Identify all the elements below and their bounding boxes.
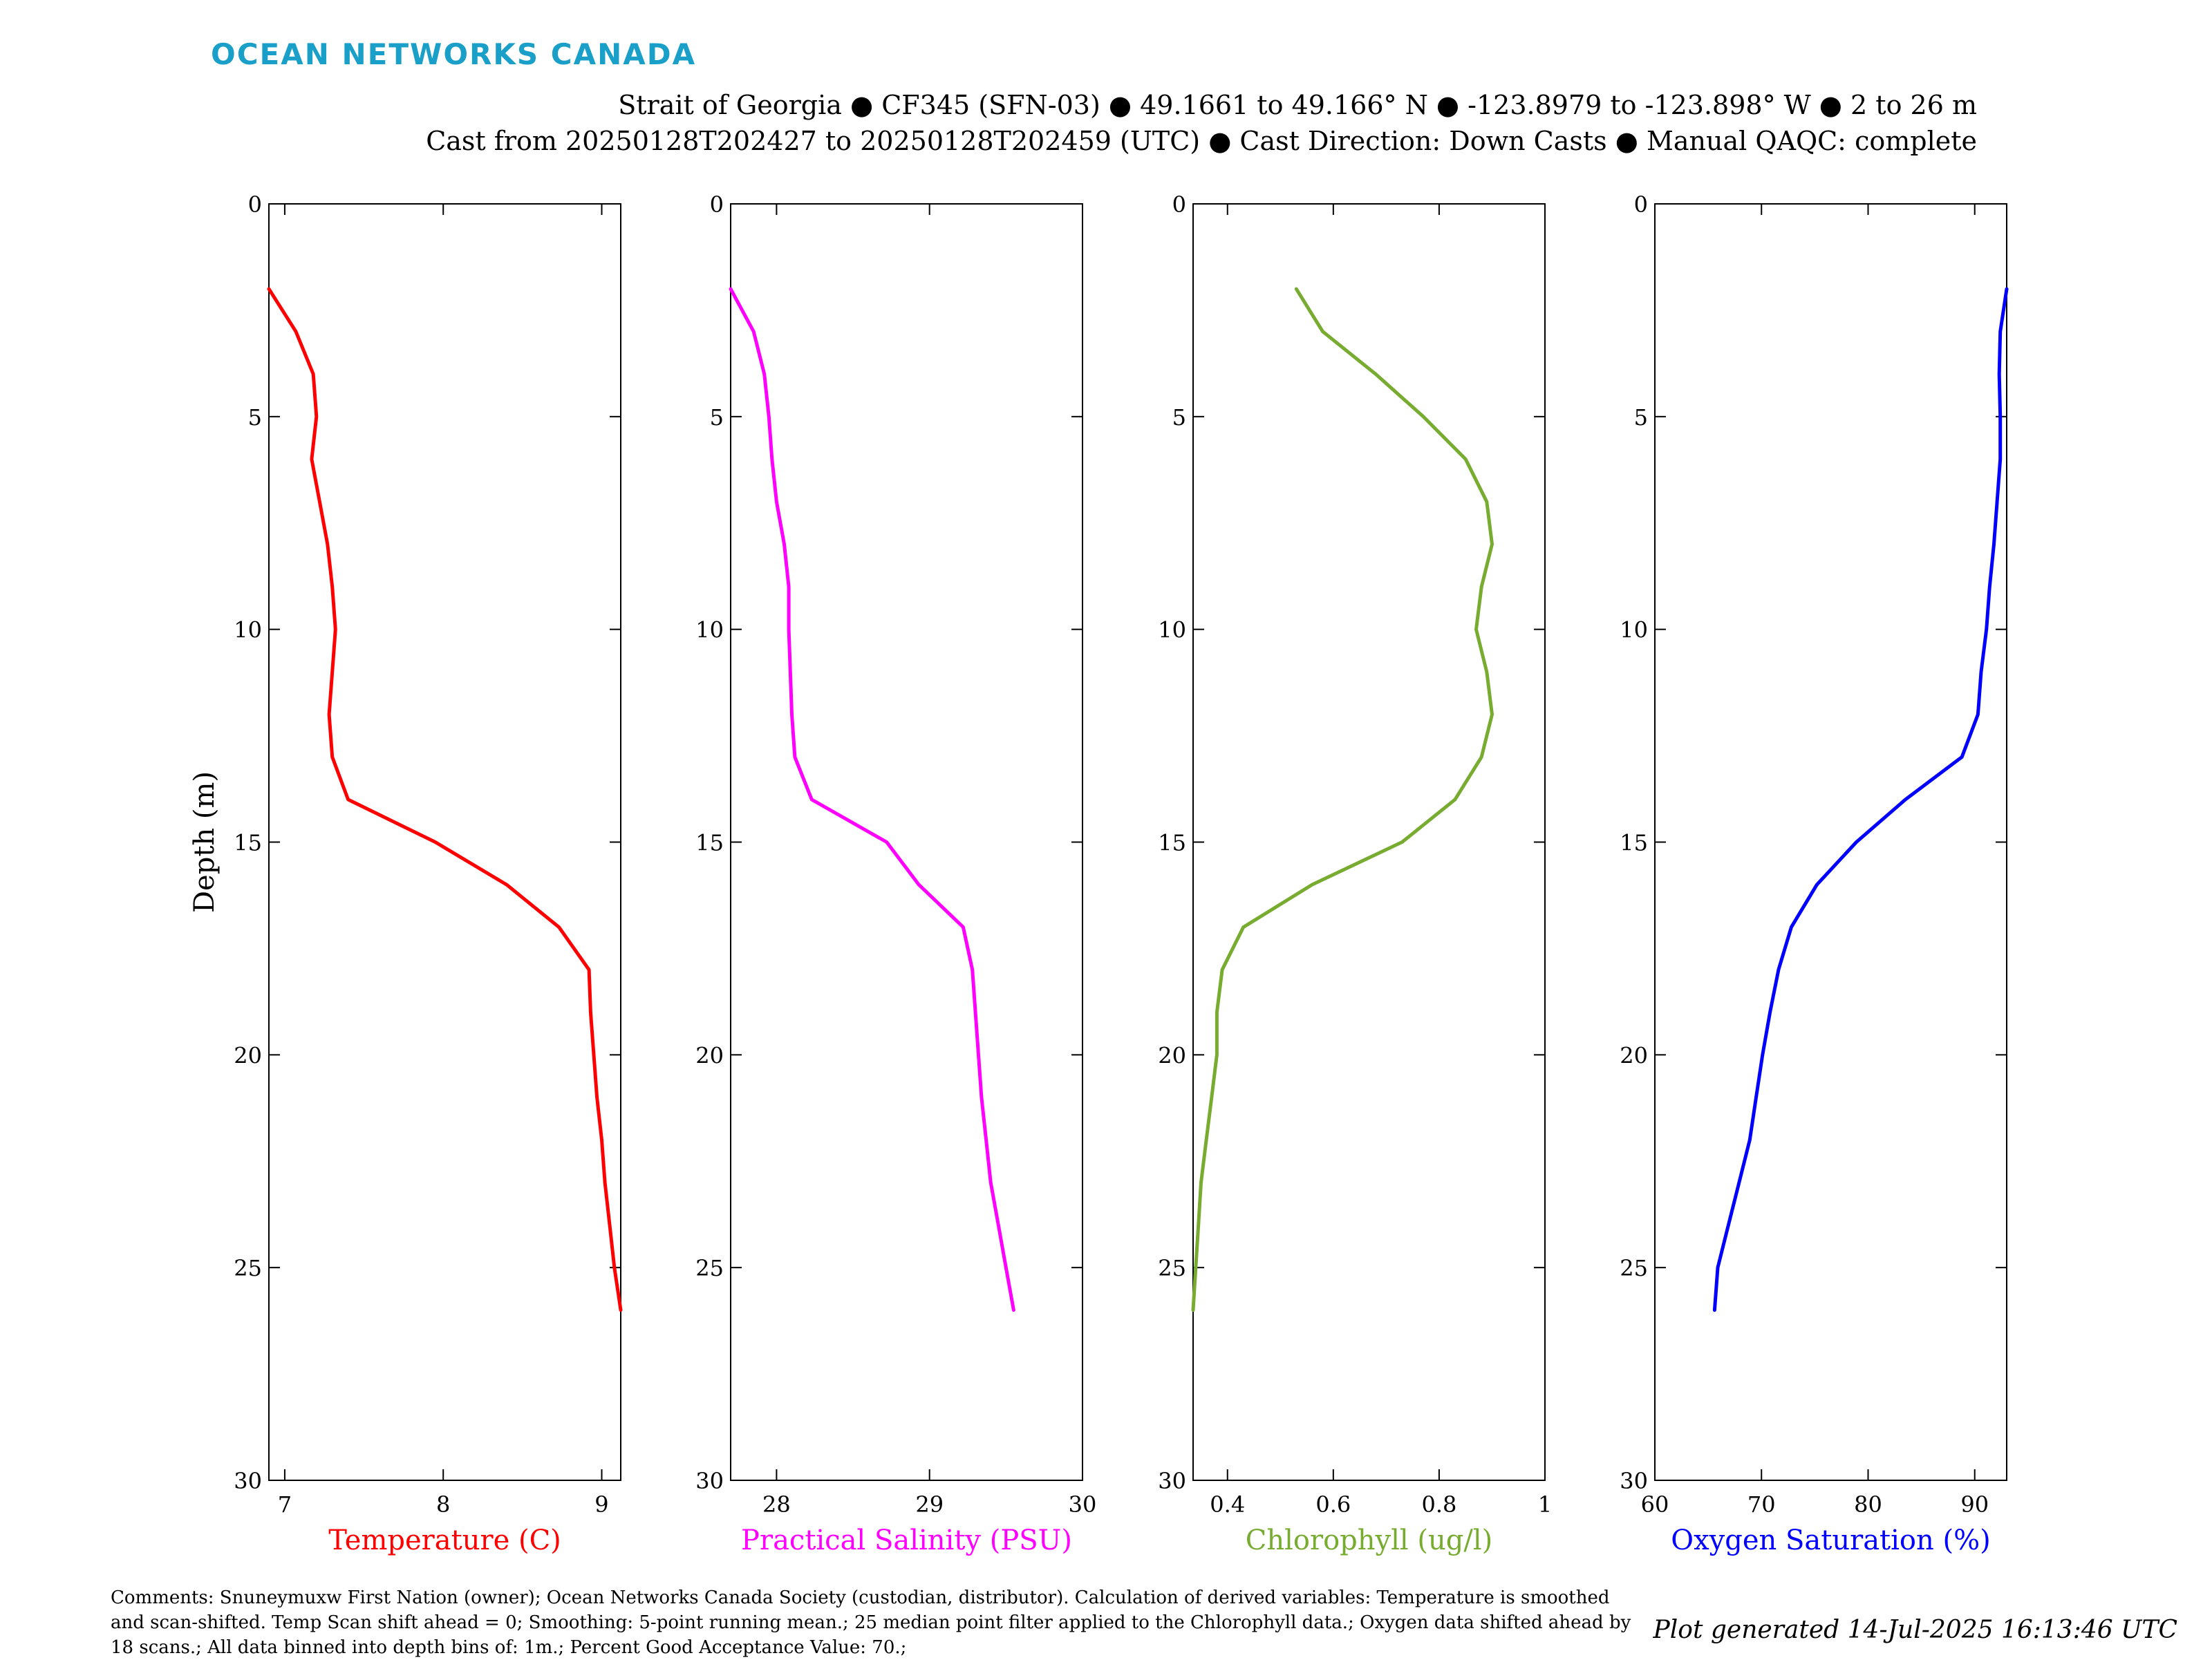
- panel-chlorophyll-ug-l: 0 5 10 15 20 25 30 0.4 0.6 0.8 1 Chlorophyll (ug/l): [1158, 191, 1552, 1556]
- panel-temperature-c-series-line: [267, 287, 623, 1312]
- panel-temperature-c-ytick-label: 25: [234, 1255, 262, 1281]
- panel-practical-salinity-psu-ytick-label: 10: [695, 617, 724, 643]
- panel-chlorophyll-ug-l-series-line: [1191, 287, 1494, 1312]
- panel-oxygen-saturation-ytick-label: 25: [1620, 1255, 1648, 1281]
- panel-chlorophyll-ug-l-ytick-label: 30: [1158, 1468, 1186, 1494]
- panel-temperature-c-ytick-label: 15: [234, 830, 262, 856]
- panel-temperature-c-ytick-label: 20: [234, 1042, 262, 1068]
- panel-temperature-c-frame: [268, 203, 621, 1481]
- panel-oxygen-saturation-ytick-label: 0: [1634, 191, 1648, 218]
- panel-practical-salinity-psu-ytick-label: 20: [695, 1042, 724, 1068]
- panel-practical-salinity-psu-series-line: [729, 287, 1015, 1312]
- panel-chlorophyll-ug-l-ytick-label: 10: [1158, 617, 1186, 643]
- panel-practical-salinity-psu-xtick-label: 29: [915, 1491, 944, 1518]
- panel-temperature-c-xtick-label: 9: [594, 1491, 608, 1518]
- panel-oxygen-saturation-ytick-label: 5: [1634, 404, 1648, 431]
- panel-chlorophyll-ug-l-xtick-label: 0.6: [1315, 1491, 1351, 1518]
- panel-oxygen-saturation-ytick-label: 20: [1620, 1042, 1648, 1068]
- panel-chlorophyll-ug-l-xtick-label: 0.8: [1421, 1491, 1456, 1518]
- panel-oxygen-saturation-xtick-label: 60: [1641, 1491, 1669, 1518]
- panel-oxygen-saturation-frame: [1654, 203, 2007, 1481]
- panel-temperature-c-ytick-label: 5: [248, 404, 262, 431]
- panel-chlorophyll-ug-l-ytick-label: 15: [1158, 830, 1186, 856]
- panel-oxygen-saturation-ytick-label: 15: [1620, 830, 1648, 856]
- panel-chlorophyll-ug-l-xtick-label: 1: [1538, 1491, 1552, 1518]
- header-line-2: Cast from 20250128T202427 to 20250128T20…: [426, 126, 1977, 156]
- panel-chlorophyll-ug-l-frame: [1192, 203, 1546, 1481]
- panel-temperature-c-xtick-label: 7: [278, 1491, 292, 1518]
- panel-practical-salinity-psu-ytick-label: 15: [695, 830, 724, 856]
- panel-chlorophyll-ug-l-ytick-label: 5: [1172, 404, 1186, 431]
- panel-chlorophyll-ug-l-ytick-label: 20: [1158, 1042, 1186, 1068]
- panel-oxygen-saturation-xtick-label: 70: [1747, 1491, 1776, 1518]
- panel-chlorophyll-ug-l-ytick-label: 25: [1158, 1255, 1186, 1281]
- panel-oxygen-saturation-ytick-label: 10: [1620, 617, 1648, 643]
- panel-temperature-c-ylabel: Depth (m): [189, 771, 221, 913]
- panel-practical-salinity-psu-ytick-label: 30: [695, 1468, 724, 1494]
- header-line-1: Strait of Georgia ● CF345 (SFN-03) ● 49.…: [618, 90, 1977, 120]
- footer-comments: Comments: Snuneymuxw First Nation (owner…: [111, 1587, 1631, 1658]
- panel-temperature-c-ytick-label: 30: [234, 1468, 262, 1494]
- brand-logo-text: OCEAN NETWORKS CANADA: [211, 37, 696, 71]
- panel-practical-salinity-psu-xlabel: Practical Salinity (PSU): [741, 1525, 1072, 1556]
- panel-chlorophyll-ug-l-xlabel: Chlorophyll (ug/l): [1246, 1525, 1493, 1556]
- panel-temperature-c-xlabel: Temperature (C): [328, 1525, 561, 1556]
- panel-temperature-c-ytick-label: 10: [234, 617, 262, 643]
- panel-temperature-c-ytick-label: 0: [248, 191, 262, 218]
- panel-temperature-c: 0 5 10 15 20 25 30 7 8 9 Temperature (C) Depth (m): [189, 191, 623, 1556]
- panel-practical-salinity-psu-ytick-label: 5: [710, 404, 724, 431]
- panel-practical-salinity-psu-frame: [730, 203, 1083, 1481]
- panel-practical-salinity-psu-ytick-label: 0: [710, 191, 724, 218]
- panel-practical-salinity-psu-ytick-label: 25: [695, 1255, 724, 1281]
- panel-oxygen-saturation-xtick-label: 90: [1960, 1491, 1989, 1518]
- panel-practical-salinity-psu: 0 5 10 15 20 25 30 28 29 30 Practical Salinity (PS…: [695, 191, 1096, 1556]
- panel-practical-salinity-psu-xtick-label: 28: [762, 1491, 791, 1518]
- panel-temperature-c-xtick-label: 8: [436, 1491, 450, 1518]
- panel-practical-salinity-psu-xtick-label: 30: [1069, 1491, 1097, 1518]
- panel-oxygen-saturation-xlabel: Oxygen Saturation (%): [1671, 1525, 1990, 1556]
- panel-oxygen-saturation-xtick-label: 80: [1854, 1491, 1882, 1518]
- panel-oxygen-saturation-ytick-label: 30: [1620, 1468, 1648, 1494]
- plot-generated-timestamp: Plot generated 14-Jul-2025 16:13:46 UTC: [1653, 1616, 2177, 1644]
- panel-chlorophyll-ug-l-ytick-label: 0: [1172, 191, 1186, 218]
- panel-oxygen-saturation-series-line: [1712, 287, 2009, 1312]
- panel-chlorophyll-ug-l-xtick-label: 0.4: [1210, 1491, 1245, 1518]
